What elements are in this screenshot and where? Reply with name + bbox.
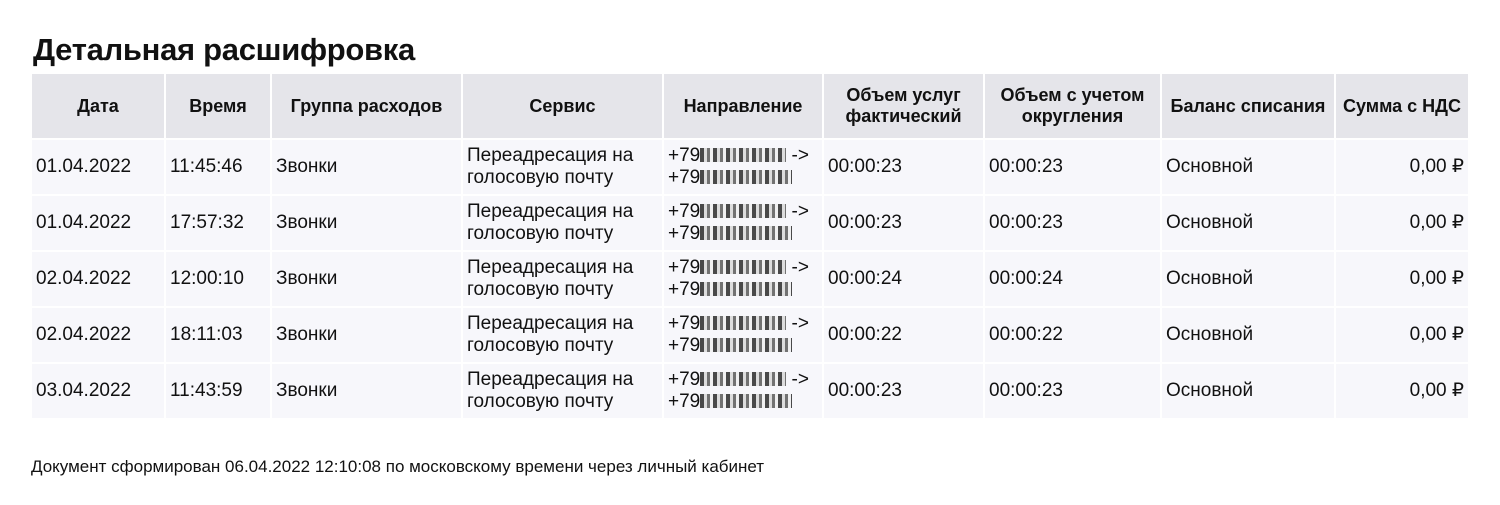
redacted-number: [700, 394, 793, 408]
cell-time: 11:43:59: [166, 364, 270, 418]
direction-to: +79: [668, 279, 701, 300]
column-header-balance: Баланс списания: [1162, 74, 1334, 138]
cell-service: Переадресация на голосовую почту: [463, 196, 662, 250]
cell-group: Звонки: [272, 364, 461, 418]
cell-volume-rounded: 00:00:23: [985, 140, 1160, 194]
direction-arrow: ->: [791, 369, 809, 390]
details-table: Дата Время Группа расходов Сервис Направ…: [30, 72, 1470, 420]
column-header-service: Сервис: [463, 74, 662, 138]
cell-date: 01.04.2022: [32, 196, 164, 250]
direction-arrow: ->: [791, 201, 809, 222]
column-header-amount: Сумма с НДС: [1336, 74, 1468, 138]
cell-group: Звонки: [272, 196, 461, 250]
cell-service: Переадресация на голосовую почту: [463, 308, 662, 362]
column-header-time: Время: [166, 74, 270, 138]
cell-date: 01.04.2022: [32, 140, 164, 194]
cell-group: Звонки: [272, 308, 461, 362]
cell-balance: Основной: [1162, 252, 1334, 306]
cell-time: 17:57:32: [166, 196, 270, 250]
cell-direction: +79 -> +79: [664, 308, 822, 362]
cell-balance: Основной: [1162, 364, 1334, 418]
cell-volume-actual: 00:00:23: [824, 364, 983, 418]
cell-date: 02.04.2022: [32, 252, 164, 306]
cell-volume-actual: 00:00:23: [824, 196, 983, 250]
cell-volume-actual: 00:00:22: [824, 308, 983, 362]
cell-date: 03.04.2022: [32, 364, 164, 418]
cell-service: Переадресация на голосовую почту: [463, 364, 662, 418]
cell-volume-rounded: 00:00:24: [985, 252, 1160, 306]
redacted-number: [700, 260, 787, 274]
cell-volume-rounded: 00:00:23: [985, 364, 1160, 418]
cell-amount: 0,00 ₽: [1336, 308, 1468, 362]
column-header-expense-group: Группа расходов: [272, 74, 461, 138]
cell-volume-actual: 00:00:23: [824, 140, 983, 194]
table-row: 01.04.2022 11:45:46 Звонки Переадресация…: [32, 140, 1468, 194]
cell-direction: +79 -> +79: [664, 140, 822, 194]
cell-group: Звонки: [272, 252, 461, 306]
cell-service: Переадресация на голосовую почту: [463, 140, 662, 194]
cell-balance: Основной: [1162, 196, 1334, 250]
column-header-volume-rounded: Объем с учетом округления: [985, 74, 1160, 138]
direction-to: +79: [668, 223, 701, 244]
redacted-number: [700, 148, 787, 162]
column-header-direction: Направление: [664, 74, 822, 138]
cell-direction: +79 -> +79: [664, 364, 822, 418]
cell-volume-actual: 00:00:24: [824, 252, 983, 306]
column-header-date: Дата: [32, 74, 164, 138]
cell-amount: 0,00 ₽: [1336, 140, 1468, 194]
table-row: 02.04.2022 12:00:10 Звонки Переадресация…: [32, 252, 1468, 306]
table-row: 01.04.2022 17:57:32 Звонки Переадресация…: [32, 196, 1468, 250]
direction-from: +79: [668, 369, 701, 390]
cell-service: Переадресация на голосовую почту: [463, 252, 662, 306]
cell-direction: +79 -> +79: [664, 252, 822, 306]
redacted-number: [700, 170, 793, 184]
cell-time: 12:00:10: [166, 252, 270, 306]
document-generated-note: Документ сформирован 06.04.2022 12:10:08…: [31, 457, 765, 476]
cell-amount: 0,00 ₽: [1336, 252, 1468, 306]
cell-balance: Основной: [1162, 308, 1334, 362]
cell-volume-rounded: 00:00:23: [985, 196, 1160, 250]
direction-from: +79: [668, 145, 701, 166]
direction-from: +79: [668, 313, 701, 334]
cell-balance: Основной: [1162, 140, 1334, 194]
cell-amount: 0,00 ₽: [1336, 196, 1468, 250]
cell-group: Звонки: [272, 140, 461, 194]
direction-to: +79: [668, 167, 701, 188]
cell-amount: 0,00 ₽: [1336, 364, 1468, 418]
table-row: 02.04.2022 18:11:03 Звонки Переадресация…: [32, 308, 1468, 362]
direction-arrow: ->: [791, 313, 809, 334]
cell-time: 18:11:03: [166, 308, 270, 362]
redacted-number: [700, 226, 793, 240]
table-header-row: Дата Время Группа расходов Сервис Направ…: [32, 74, 1468, 138]
direction-arrow: ->: [791, 257, 809, 278]
redacted-number: [700, 204, 787, 218]
cell-direction: +79 -> +79: [664, 196, 822, 250]
direction-from: +79: [668, 257, 701, 278]
redacted-number: [700, 282, 793, 296]
column-header-volume-actual: Объем услуг фактический: [824, 74, 983, 138]
redacted-number: [700, 372, 787, 386]
direction-to: +79: [668, 335, 701, 356]
table-row: 03.04.2022 11:43:59 Звонки Переадресация…: [32, 364, 1468, 418]
redacted-number: [700, 316, 787, 330]
redacted-number: [700, 338, 793, 352]
cell-date: 02.04.2022: [32, 308, 164, 362]
cell-volume-rounded: 00:00:22: [985, 308, 1160, 362]
page-title: Детальная расшифровка: [33, 32, 415, 67]
direction-arrow: ->: [791, 145, 809, 166]
direction-from: +79: [668, 201, 701, 222]
direction-to: +79: [668, 391, 701, 412]
cell-time: 11:45:46: [166, 140, 270, 194]
